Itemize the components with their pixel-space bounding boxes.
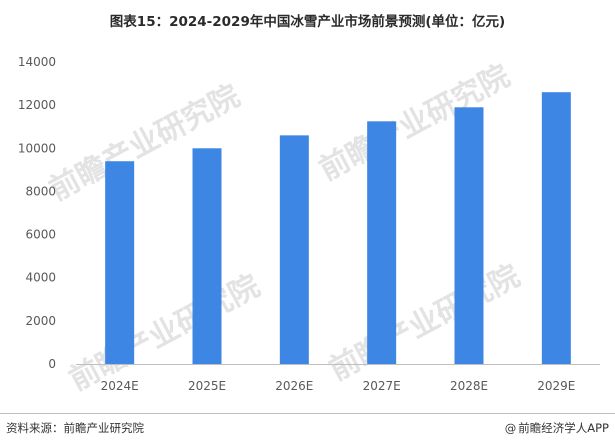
y-tick-label: 10000 (18, 141, 56, 155)
bar (454, 107, 484, 365)
x-tick-label: 2026E (275, 379, 313, 393)
x-tick-label: 2025E (188, 379, 226, 393)
bar (192, 148, 222, 364)
y-tick-label: 14000 (18, 55, 56, 69)
x-tick-label: 2029E (537, 379, 575, 393)
y-tick-label: 12000 (18, 98, 56, 112)
chart-title: 图表15：2024-2029年中国冰雪产业市场前景预测(单位：亿元) (109, 14, 506, 30)
bar (105, 161, 135, 364)
y-tick-label: 6000 (25, 228, 56, 242)
bar (279, 135, 309, 364)
x-tick-label: 2028E (450, 379, 488, 393)
x-tick-label: 2024E (101, 379, 139, 393)
at-sign-icon: @ (504, 421, 517, 435)
x-tick-label: 2027E (363, 379, 401, 393)
y-tick-label: 8000 (25, 184, 56, 198)
bar (541, 92, 571, 364)
bar (367, 121, 397, 364)
bar-chart: 0 2000 4000 6000 8000 10000 12000 14000 2024E 202… (18, 55, 600, 393)
y-tick-label: 4000 (25, 271, 56, 285)
brand-text: 前瞻经济学人APP (518, 421, 609, 435)
source-note: 资料来源：前瞻产业研究院 (6, 421, 144, 435)
footer-divider (0, 413, 615, 414)
y-tick-label: 2000 (25, 314, 56, 328)
brand-label: @ 前瞻经济学人APP (505, 420, 609, 436)
y-tick-label: 0 (48, 357, 56, 371)
